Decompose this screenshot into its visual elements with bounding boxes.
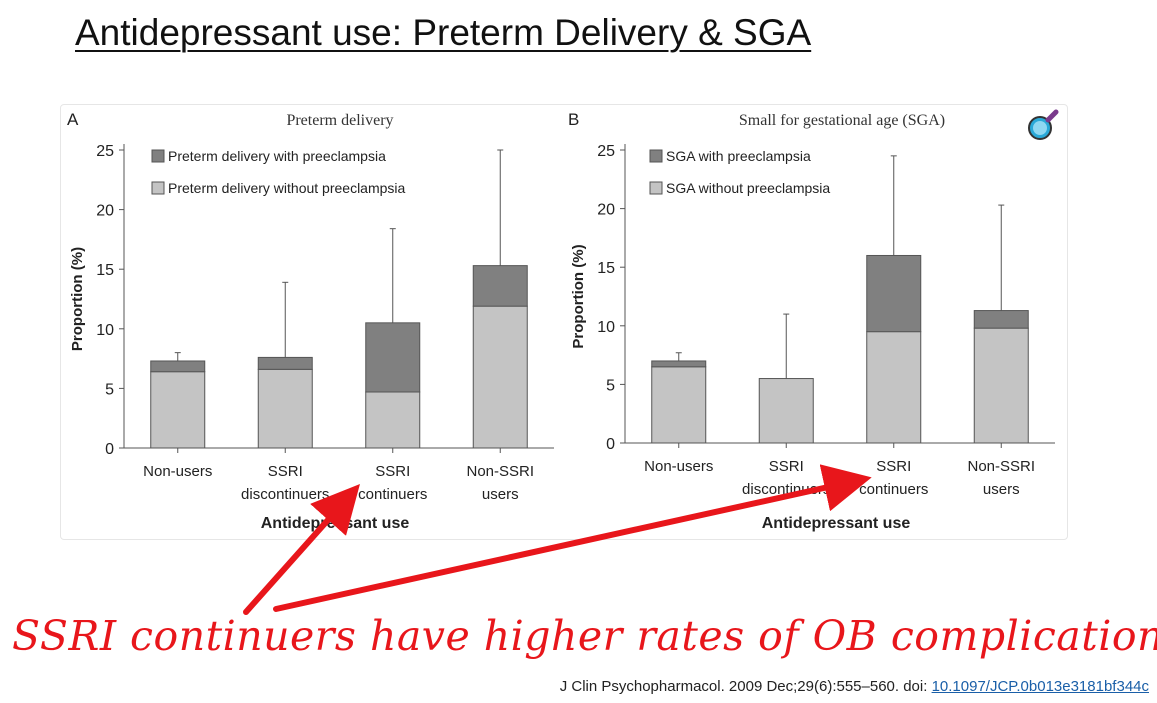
bar-segment-dark [257, 356, 313, 370]
bar-segment-dark [866, 254, 922, 333]
bar-segment-light [365, 391, 421, 449]
x-tick-label: SSRI [876, 458, 911, 475]
y-tick-label: 0 [105, 441, 114, 458]
bar-segment-light [866, 331, 922, 444]
bar-segment-dark [472, 265, 528, 307]
x-tick-label: continuers [859, 481, 928, 498]
bar-segment-light [472, 305, 528, 449]
annotation-text: SSRI continuers have higher rates of OB … [12, 612, 1157, 660]
legend-swatch [151, 181, 165, 195]
x-tick-label: Non-users [143, 463, 212, 480]
y-tick-label: 10 [597, 319, 615, 336]
y-axis-label: Proportion (%) [570, 244, 587, 348]
bar-segment-dark [651, 360, 707, 368]
citation: J Clin Psychopharmacol. 2009 Dec;29(6):5… [560, 678, 1149, 695]
x-tick-label: Non-users [644, 458, 713, 475]
citation-text: J Clin Psychopharmacol. 2009 Dec;29(6):5… [559, 678, 932, 695]
chart-panel-b: B Small for gestational age (SGA) 0 5 10 15 20… [568, 110, 1055, 532]
y-tick-label: 15 [597, 260, 615, 277]
y-tick-label: 20 [96, 203, 114, 220]
bar-segment-light [257, 368, 313, 449]
x-axis-label: Antidepressant use [762, 515, 911, 532]
annotation-arrow-a [243, 484, 360, 615]
x-tick-label: discontinuers [241, 486, 329, 503]
legend-swatch [151, 149, 165, 163]
x-axis-label: Antidepressant use [261, 515, 410, 532]
legend-label: Preterm delivery with preeclampsia [168, 148, 386, 164]
doi-link[interactable]: 10.1097/JCP.0b013e3181bf344c [931, 678, 1149, 695]
x-tick-label: Non-SSRI [967, 458, 1035, 475]
x-tick-label: users [482, 486, 519, 503]
y-tick-label: 25 [96, 143, 114, 160]
legend-swatch [649, 181, 663, 195]
y-axis-label: Proportion (%) [69, 247, 86, 351]
bar-segment-light [758, 378, 814, 444]
bar-segment-dark [365, 322, 421, 393]
bar-segment-light [150, 371, 206, 449]
x-tick-label: SSRI [375, 463, 410, 480]
legend-label: Preterm delivery without preeclampsia [168, 180, 406, 196]
annotation-arrow-b [273, 464, 872, 612]
chart-panel-a: A Preterm delivery 0 5 10 15 20 25 Proportion (%… [67, 110, 554, 532]
legend-swatch [649, 149, 663, 163]
x-tick-label: users [983, 481, 1020, 498]
y-tick-label: 10 [96, 322, 114, 339]
y-tick-label: 5 [105, 381, 114, 398]
x-tick-label: continuers [358, 486, 427, 503]
magnifier-icon[interactable] [1024, 106, 1062, 144]
slide-title: Antidepressant use: Preterm Delivery & S… [75, 12, 812, 53]
legend-label: SGA with preeclampsia [666, 148, 811, 164]
bar-segment-light [651, 366, 707, 444]
bar-segment-dark [973, 310, 1029, 329]
legend-label: SGA without preeclampsia [666, 180, 830, 196]
panel-label: B [568, 110, 579, 129]
x-tick-label: Non-SSRI [466, 463, 534, 480]
annotation-arrows [243, 464, 872, 615]
bar-segment-light [973, 327, 1029, 444]
y-tick-label: 0 [606, 436, 615, 453]
chart-title: Preterm delivery [286, 112, 393, 129]
chart-title: Small for gestational age (SGA) [739, 112, 945, 129]
x-tick-label: SSRI [769, 458, 804, 475]
x-tick-label: SSRI [268, 463, 303, 480]
panel-label: A [67, 110, 79, 129]
y-tick-label: 20 [597, 202, 615, 219]
y-tick-label: 15 [96, 262, 114, 279]
y-tick-label: 25 [597, 143, 615, 160]
y-tick-label: 5 [606, 377, 615, 394]
bar-segment-dark [150, 360, 206, 373]
